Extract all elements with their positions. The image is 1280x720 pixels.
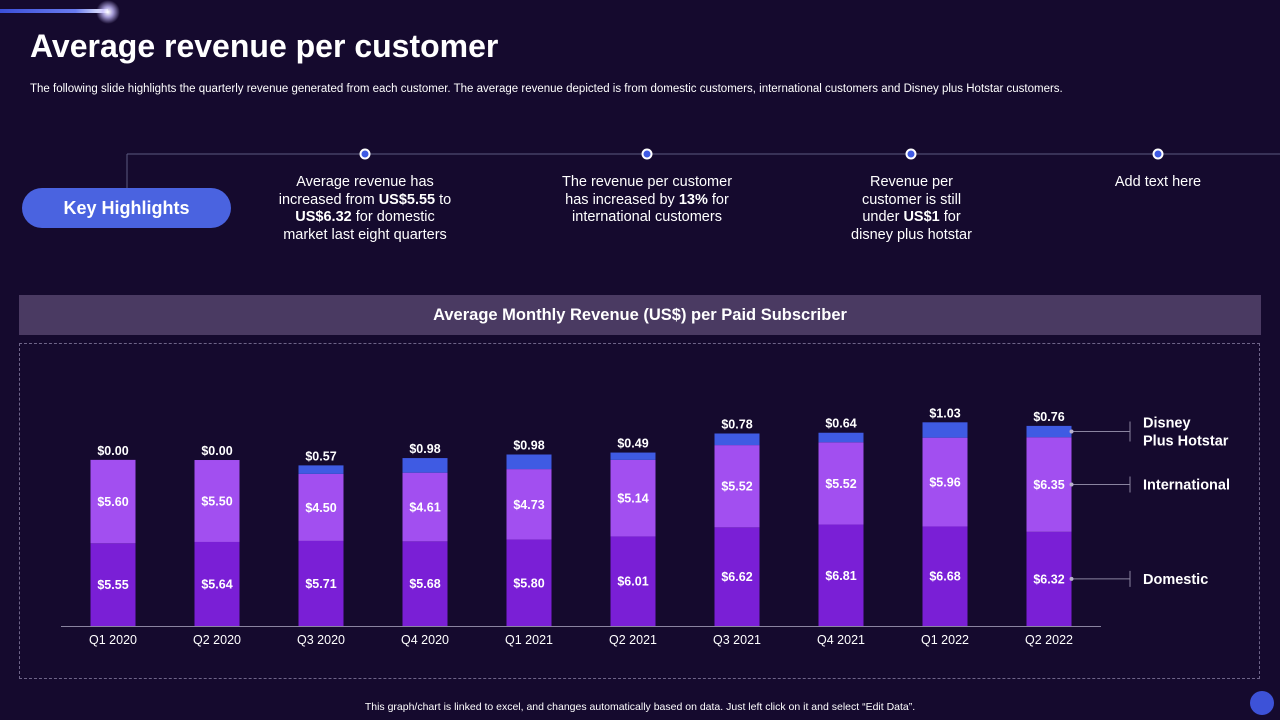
highlight-text-1: Average revenue has increased from US$5.… bbox=[278, 174, 452, 243]
bar-disney-plus-hotstar bbox=[402, 458, 448, 473]
data-label-domestic: $5.80 bbox=[513, 576, 544, 590]
legend-label-disney-plus-hotstar: Plus Hotstar bbox=[1143, 434, 1229, 450]
x-tick-label: Q4 2020 bbox=[401, 633, 449, 647]
data-label-disney-plus-hotstar: $0.98 bbox=[513, 439, 544, 453]
timeline-dot bbox=[359, 148, 371, 160]
bar-domestic bbox=[610, 536, 656, 626]
bar-international bbox=[506, 469, 552, 540]
stacked-bar-chart: $5.55 $5.60 $0.00 Q1 2020 $5.64 $5.50 $0.00 Q2 … bbox=[61, 406, 1230, 647]
legend-label-domestic: Domestic bbox=[1143, 572, 1208, 588]
timeline-dot bbox=[641, 148, 653, 160]
data-label-international: $5.60 bbox=[97, 495, 128, 509]
x-tick-label: Q1 2020 bbox=[89, 633, 137, 647]
x-tick-label: Q4 2021 bbox=[817, 633, 865, 647]
data-label-international: $5.52 bbox=[721, 480, 752, 494]
top-glow-decoration bbox=[96, 0, 120, 24]
legend-label-international: International bbox=[1143, 478, 1230, 494]
data-label-domestic: $6.32 bbox=[1033, 572, 1064, 586]
bar-disney-plus-hotstar bbox=[298, 465, 344, 474]
bar-disney-plus-hotstar bbox=[1026, 425, 1072, 438]
timeline-dot bbox=[1152, 148, 1164, 160]
bar-international bbox=[194, 460, 240, 542]
data-label-international: $5.52 bbox=[825, 477, 856, 491]
data-label-domestic: $6.68 bbox=[929, 570, 960, 584]
bar-international bbox=[402, 472, 448, 542]
data-label-domestic: $5.55 bbox=[97, 578, 128, 592]
highlight-text-2: The revenue per customer has increased b… bbox=[561, 174, 733, 225]
page-title: Average revenue per customer bbox=[30, 28, 499, 64]
bar-international bbox=[818, 442, 864, 525]
bar-domestic bbox=[298, 540, 344, 626]
data-label-disney-plus-hotstar: $0.98 bbox=[409, 442, 440, 456]
bar-disney-plus-hotstar bbox=[922, 422, 968, 438]
data-label-international: $5.96 bbox=[929, 476, 960, 490]
chart-area-border bbox=[19, 343, 1260, 679]
bar-international bbox=[714, 445, 760, 528]
data-label-international: $4.61 bbox=[409, 501, 440, 515]
data-label-international: $5.50 bbox=[201, 494, 232, 508]
corner-dot-decoration bbox=[1250, 691, 1274, 715]
bar-domestic bbox=[90, 543, 136, 626]
footer-note: This graph/chart is linked to excel, and… bbox=[364, 701, 916, 713]
data-label-international: $4.73 bbox=[513, 498, 544, 512]
x-tick-label: Q3 2020 bbox=[297, 633, 345, 647]
bar-domestic bbox=[714, 527, 760, 626]
highlight-text-4: Add text here bbox=[1114, 174, 1202, 190]
x-tick-label: Q1 2021 bbox=[505, 633, 553, 647]
x-tick-label: Q2 2020 bbox=[193, 633, 241, 647]
legend-leader-dot bbox=[1069, 576, 1074, 581]
bar-domestic bbox=[1026, 531, 1072, 626]
bar-disney-plus-hotstar bbox=[714, 433, 760, 446]
data-label-international: $6.35 bbox=[1033, 478, 1064, 492]
bar-disney-plus-hotstar bbox=[506, 454, 552, 470]
data-label-international: $4.50 bbox=[305, 501, 336, 515]
bar-international bbox=[922, 437, 968, 527]
data-label-domestic: $5.68 bbox=[409, 577, 440, 591]
data-label-domestic: $6.81 bbox=[825, 569, 856, 583]
data-label-disney-plus-hotstar: $0.64 bbox=[825, 417, 856, 431]
bar-disney-plus-hotstar bbox=[610, 452, 656, 460]
bar-international bbox=[298, 473, 344, 541]
data-label-disney-plus-hotstar: $0.00 bbox=[97, 444, 128, 458]
data-label-disney-plus-hotstar: $0.00 bbox=[201, 444, 232, 458]
key-highlights-button[interactable]: Key Highlights bbox=[22, 188, 231, 228]
data-label-domestic: $5.64 bbox=[201, 577, 232, 591]
x-tick-label: Q3 2021 bbox=[713, 633, 761, 647]
bar-international bbox=[610, 459, 656, 537]
x-tick-label: Q1 2022 bbox=[921, 633, 969, 647]
data-label-disney-plus-hotstar: $1.03 bbox=[929, 406, 960, 420]
bar-international bbox=[90, 459, 136, 544]
legend-label-disney-plus-hotstar: Disney bbox=[1143, 416, 1191, 432]
bar-domestic bbox=[922, 526, 968, 626]
data-label-domestic: $5.71 bbox=[305, 577, 336, 591]
legend-leader-dot bbox=[1069, 429, 1074, 434]
data-label-disney-plus-hotstar: $0.76 bbox=[1033, 410, 1064, 424]
data-label-domestic: $6.62 bbox=[721, 570, 752, 584]
data-label-disney-plus-hotstar: $0.49 bbox=[617, 437, 648, 451]
bar-disney-plus-hotstar bbox=[818, 432, 864, 443]
timeline-dot bbox=[905, 148, 917, 160]
highlights-timeline bbox=[126, 148, 1280, 188]
x-tick-label: Q2 2022 bbox=[1025, 633, 1073, 647]
highlight-text-3: Revenue per customer is still under US$1… bbox=[851, 174, 972, 243]
data-label-domestic: $6.01 bbox=[617, 575, 648, 589]
bar-domestic bbox=[402, 541, 448, 626]
data-label-disney-plus-hotstar: $0.78 bbox=[721, 417, 752, 431]
chart-title: Average Monthly Revenue (US$) per Paid S… bbox=[433, 305, 847, 324]
data-label-international: $5.14 bbox=[617, 492, 648, 506]
bar-domestic bbox=[506, 539, 552, 626]
legend-leader-dot bbox=[1069, 482, 1074, 487]
page-subtitle: The following slide highlights the quart… bbox=[30, 83, 1063, 95]
bar-domestic bbox=[194, 541, 240, 626]
top-accent-line bbox=[0, 9, 108, 13]
data-label-disney-plus-hotstar: $0.57 bbox=[305, 449, 336, 463]
bar-international bbox=[1026, 437, 1072, 532]
x-tick-label: Q2 2021 bbox=[609, 633, 657, 647]
chart-title-bar: Average Monthly Revenue (US$) per Paid S… bbox=[19, 295, 1261, 335]
bar-domestic bbox=[818, 524, 864, 626]
